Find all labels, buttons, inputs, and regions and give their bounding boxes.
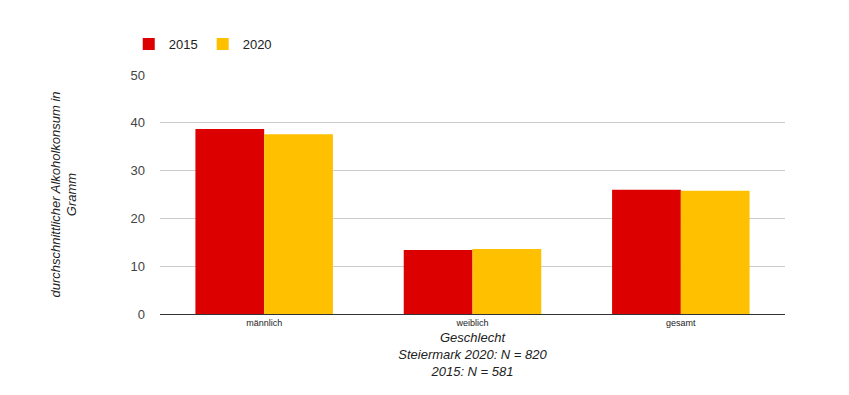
svg-text:GeschlechtSteiermark 2020: N =: GeschlechtSteiermark 2020: N = 8202015: … (398, 330, 547, 379)
svg-text:50: 50 (131, 68, 145, 83)
svg-text:weiblich: weiblich (455, 318, 488, 328)
svg-text:20: 20 (131, 211, 145, 226)
svg-text:0: 0 (138, 307, 145, 322)
svg-text:durchschnittlicher Alkoholkons: durchschnittlicher Alkoholkonsum inGramm (48, 91, 80, 297)
svg-text:30: 30 (131, 163, 145, 178)
svg-text:gesamt: gesamt (666, 318, 696, 328)
svg-text:10: 10 (131, 259, 145, 274)
svg-text:40: 40 (131, 115, 145, 130)
svg-text:2015: 2015 (169, 37, 198, 52)
svg-text:2020: 2020 (243, 37, 272, 52)
svg-text:männlich: männlich (246, 318, 282, 328)
